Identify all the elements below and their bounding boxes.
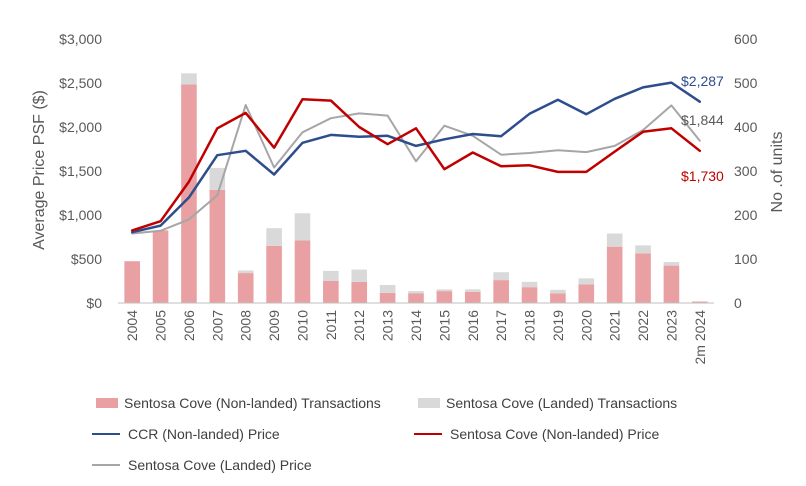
- y-left-tick-label: $500: [71, 251, 102, 267]
- bars-layer: [124, 73, 708, 303]
- x-tick-label: 2020: [578, 310, 594, 341]
- bar-nonlanded-transactions: [351, 281, 368, 303]
- x-tick-label: 2019: [550, 310, 566, 341]
- y-right-tick-label: 400: [734, 119, 758, 135]
- y-left-tick-label: $1,000: [59, 207, 102, 223]
- x-tick-label: 2022: [635, 310, 651, 341]
- x-tick-label: 2016: [465, 310, 481, 341]
- y-right-tick-label: 500: [734, 75, 758, 91]
- bar-nonlanded-transactions: [237, 273, 254, 303]
- x-tick-label: 2017: [493, 310, 509, 341]
- x-tick-label: 2010: [294, 310, 310, 341]
- y-right-tick-label: 100: [734, 251, 758, 267]
- x-tick-label: 2014: [408, 310, 424, 341]
- y-left-tick-label: $1,500: [59, 163, 102, 179]
- bar-landed-transactions: [436, 289, 453, 292]
- bar-nonlanded-transactions: [294, 240, 311, 303]
- bar-landed-transactions: [550, 289, 566, 294]
- y-left-tick-label: $2,500: [59, 75, 102, 91]
- line-landed-price: [131, 104, 701, 235]
- bar-landed-transactions: [237, 270, 254, 274]
- bar-nonlanded-transactions: [152, 230, 169, 303]
- bar-nonlanded-transactions: [408, 293, 424, 303]
- bar-landed-transactions: [464, 289, 481, 292]
- bar-nonlanded-transactions: [436, 291, 453, 303]
- y-right-tick-label: 200: [734, 207, 758, 223]
- bar-nonlanded-transactions: [606, 246, 623, 303]
- axes-layer: $0 $500 $1,000 $1,500 $2,000 $2,500 $3,000 0 100…: [59, 31, 757, 364]
- x-tick-label: 2004: [124, 310, 140, 341]
- bar-landed-transactions: [635, 245, 651, 254]
- y-right-tick-label: 0: [734, 295, 742, 311]
- line-ccr-price: [130, 81, 702, 234]
- bar-landed-transactions: [521, 281, 538, 288]
- y-left-tick-label: $0: [86, 295, 102, 311]
- y-left-tick-label: $3,000: [59, 31, 102, 47]
- y-left-tick-label: $2,000: [59, 119, 102, 135]
- bar-landed-transactions: [663, 262, 680, 266]
- bar-nonlanded-transactions: [521, 287, 538, 303]
- bar-nonlanded-transactions: [663, 265, 680, 303]
- x-tick-label: 2021: [607, 310, 623, 341]
- x-tick-label: 2012: [351, 310, 367, 341]
- bar-nonlanded-transactions: [124, 261, 140, 303]
- x-tick-label: 2011: [323, 310, 339, 340]
- bar-landed-transactions: [606, 233, 623, 247]
- bar-landed-transactions: [351, 269, 368, 282]
- bar-nonlanded-transactions: [493, 280, 509, 303]
- x-tick-label: 2005: [153, 310, 169, 341]
- bar-nonlanded-transactions: [266, 245, 282, 303]
- line-nonlanded-price: [130, 98, 702, 232]
- x-tick-label: 2007: [209, 310, 225, 341]
- x-tick-label: 2013: [380, 310, 396, 341]
- x-tick-label: 2015: [436, 310, 452, 341]
- bar-landed-transactions: [379, 284, 396, 293]
- bar-landed-transactions: [578, 278, 595, 285]
- bar-landed-transactions: [266, 228, 282, 246]
- bar-nonlanded-transactions: [379, 292, 396, 303]
- ccr-end-label: $2,287: [681, 73, 724, 89]
- x-tick-label: 2018: [522, 310, 538, 341]
- bar-landed-transactions: [408, 291, 424, 294]
- bar-nonlanded-transactions: [692, 301, 708, 303]
- x-tick-label: 2009: [266, 310, 282, 341]
- bar-nonlanded-transactions: [550, 293, 566, 303]
- y-axis-right-title: No .of units: [769, 132, 786, 213]
- landed-end-label: $1,844: [681, 112, 724, 128]
- lines-layer: [130, 81, 702, 235]
- bar-nonlanded-transactions: [464, 292, 481, 303]
- x-tick-label: 2023: [663, 310, 679, 341]
- bar-nonlanded-transactions: [209, 189, 226, 303]
- bar-landed-transactions: [294, 213, 311, 241]
- y-right-tick-label: 600: [734, 31, 758, 47]
- x-tick-label: 2008: [238, 310, 254, 341]
- y-right-tick-label: 300: [734, 163, 758, 179]
- bar-nonlanded-transactions: [323, 281, 339, 303]
- x-tick-label: 2006: [181, 310, 197, 341]
- bar-landed-transactions: [181, 73, 197, 85]
- bar-landed-transactions: [323, 270, 339, 281]
- y-axis-left-title: Average Price PSF ($): [31, 90, 48, 250]
- bar-nonlanded-transactions: [635, 253, 651, 303]
- bar-nonlanded-transactions: [578, 284, 595, 303]
- nonlanded-end-label: $1,730: [681, 168, 724, 184]
- bar-landed-transactions: [493, 272, 509, 281]
- x-tick-label: 2m 2024: [692, 310, 708, 365]
- bar-nonlanded-transactions: [181, 84, 197, 303]
